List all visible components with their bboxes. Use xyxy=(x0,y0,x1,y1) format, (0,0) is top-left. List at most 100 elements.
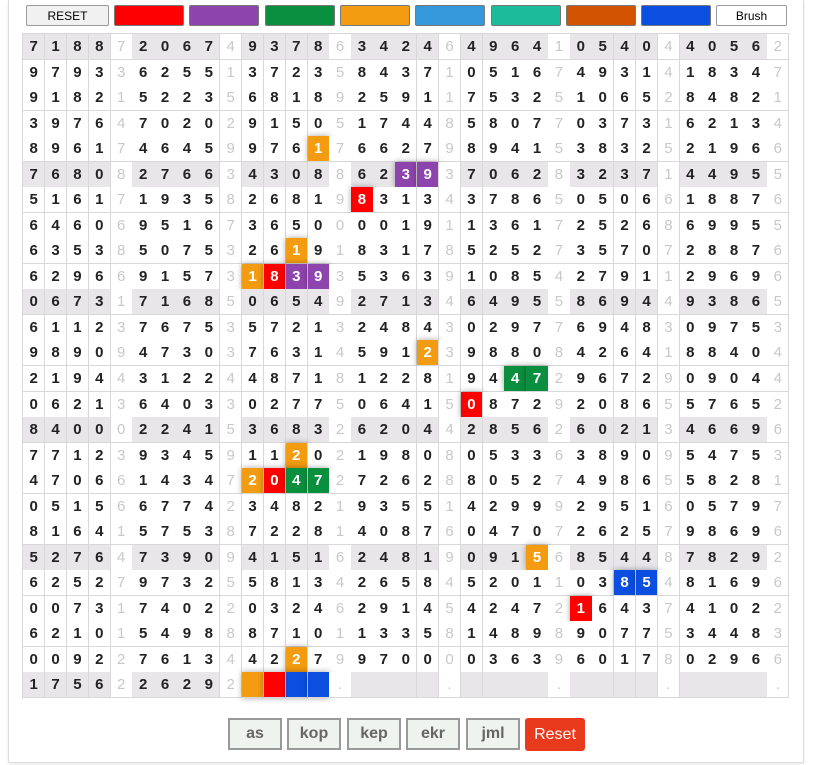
separator-cell[interactable]: 8 xyxy=(219,187,243,214)
digit-cell[interactable]: 3 xyxy=(23,110,46,137)
digit-cell[interactable]: 5 xyxy=(23,187,46,214)
digit-cell[interactable]: 6 xyxy=(263,340,287,367)
digit-cell[interactable]: 2 xyxy=(44,263,68,290)
digit-cell[interactable]: 5 xyxy=(132,238,155,265)
digit-cell[interactable]: 3 xyxy=(373,238,396,265)
separator-cell[interactable]: 1 xyxy=(438,493,462,520)
separator-cell[interactable]: 8 xyxy=(548,621,571,648)
digit-cell[interactable]: 3 xyxy=(176,570,199,597)
digit-cell[interactable]: 8 xyxy=(23,136,46,163)
digit-cell[interactable]: 4 xyxy=(745,366,768,393)
digit-cell[interactable]: 4 xyxy=(176,136,199,163)
digit-cell[interactable]: 1 xyxy=(395,212,418,239)
digit-cell[interactable]: 0 xyxy=(460,544,484,571)
digit-cell[interactable]: 6 xyxy=(263,417,287,444)
digit-cell[interactable]: 3 xyxy=(613,59,637,86)
separator-cell[interactable]: 3 xyxy=(438,161,462,188)
digit-cell[interactable]: 2 xyxy=(241,187,265,214)
digit-cell[interactable]: 7 xyxy=(132,646,155,673)
digit-cell[interactable]: 6 xyxy=(723,417,746,444)
separator-cell[interactable]: 5 xyxy=(657,136,681,163)
digit-cell[interactable]: 5 xyxy=(132,519,155,546)
digit-cell[interactable]: 1 xyxy=(460,621,484,648)
highlighted-cell[interactable]: 2 xyxy=(416,340,440,367)
digit-cell[interactable]: 3 xyxy=(482,212,505,239)
digit-cell[interactable]: 0 xyxy=(66,468,90,495)
separator-cell[interactable]: 7 xyxy=(110,136,133,163)
digit-cell[interactable]: 9 xyxy=(723,136,746,163)
digit-cell[interactable]: 9 xyxy=(460,366,484,393)
digit-cell[interactable]: 9 xyxy=(373,340,396,367)
digit-cell[interactable]: 2 xyxy=(416,468,440,495)
highlighted-cell[interactable]: 5 xyxy=(526,544,549,571)
digit-cell[interactable]: 5 xyxy=(723,34,746,61)
digit-cell[interactable]: 9 xyxy=(745,263,768,290)
digit-cell[interactable]: 7 xyxy=(241,340,265,367)
digit-cell[interactable]: 4 xyxy=(679,595,702,622)
highlighted-empty-cell[interactable] xyxy=(241,672,265,699)
digit-cell[interactable]: 2 xyxy=(263,519,287,546)
digit-cell[interactable]: 3 xyxy=(416,289,440,316)
digit-cell[interactable]: 7 xyxy=(285,366,308,393)
digit-cell[interactable]: 2 xyxy=(307,493,330,520)
separator-cell[interactable]: 9 xyxy=(219,136,243,163)
digit-cell[interactable]: 9 xyxy=(745,519,768,546)
digit-cell[interactable]: 8 xyxy=(23,417,46,444)
digit-cell[interactable]: 5 xyxy=(745,314,768,341)
digit-cell[interactable]: 5 xyxy=(395,493,418,520)
digit-cell[interactable]: 8 xyxy=(285,493,308,520)
digit-cell[interactable]: 0 xyxy=(395,646,418,673)
digit-cell[interactable]: 0 xyxy=(395,417,418,444)
digit-cell[interactable]: 0 xyxy=(460,646,484,673)
digit-cell[interactable]: 5 xyxy=(154,212,177,239)
digit-cell[interactable]: 4 xyxy=(482,366,505,393)
digit-cell[interactable]: 3 xyxy=(176,468,199,495)
digit-cell[interactable]: 1 xyxy=(635,417,659,444)
separator-cell[interactable]: 7 xyxy=(110,570,133,597)
digit-cell[interactable]: 0 xyxy=(66,417,90,444)
digit-cell[interactable]: 8 xyxy=(482,340,505,367)
empty-cell[interactable] xyxy=(460,672,484,699)
digit-cell[interactable]: 9 xyxy=(241,34,265,61)
digit-cell[interactable]: 9 xyxy=(66,59,90,86)
highlighted-cell[interactable]: 0 xyxy=(460,391,484,418)
digit-cell[interactable]: 0 xyxy=(88,340,112,367)
empty-cell[interactable] xyxy=(701,672,724,699)
separator-cell[interactable]: 3 xyxy=(110,442,133,469)
digit-cell[interactable]: 2 xyxy=(482,570,505,597)
digit-cell[interactable]: 9 xyxy=(592,59,615,86)
digit-cell[interactable]: 3 xyxy=(416,187,440,214)
digit-cell[interactable]: 3 xyxy=(635,110,659,137)
separator-cell[interactable]: 5 xyxy=(767,212,790,239)
digit-cell[interactable]: 8 xyxy=(263,85,287,112)
digit-cell[interactable]: 2 xyxy=(613,519,637,546)
digit-cell[interactable]: 7 xyxy=(154,161,177,188)
digit-cell[interactable]: 5 xyxy=(482,442,505,469)
digit-cell[interactable]: 6 xyxy=(132,391,155,418)
digit-cell[interactable]: 8 xyxy=(701,468,724,495)
digit-cell[interactable]: 3 xyxy=(88,595,112,622)
highlighted-cell[interactable]: 1 xyxy=(285,238,308,265)
separator-cell[interactable]: 1 xyxy=(657,110,681,137)
digit-cell[interactable]: 8 xyxy=(570,289,593,316)
digit-cell[interactable]: 3 xyxy=(241,59,265,86)
digit-cell[interactable]: 0 xyxy=(241,289,265,316)
digit-cell[interactable]: 8 xyxy=(701,519,724,546)
separator-cell[interactable]: 3 xyxy=(767,442,790,469)
digit-cell[interactable]: 0 xyxy=(526,340,549,367)
digit-cell[interactable]: 1 xyxy=(44,519,68,546)
digit-cell[interactable]: 2 xyxy=(592,161,615,188)
separator-cell[interactable]: 6 xyxy=(767,646,790,673)
reset-button[interactable]: RESET xyxy=(26,5,109,26)
digit-cell[interactable]: 9 xyxy=(176,621,199,648)
digit-cell[interactable]: 3 xyxy=(723,59,746,86)
highlighted-cell[interactable]: 3 xyxy=(285,263,308,290)
digit-cell[interactable]: 9 xyxy=(723,212,746,239)
digit-cell[interactable]: 1 xyxy=(460,263,484,290)
digit-cell[interactable]: 1 xyxy=(44,366,68,393)
digit-cell[interactable]: 7 xyxy=(44,442,68,469)
highlighted-empty-cell[interactable] xyxy=(263,672,287,699)
digit-cell[interactable]: 6 xyxy=(526,417,549,444)
digit-cell[interactable]: 5 xyxy=(592,187,615,214)
digit-cell[interactable]: 4 xyxy=(395,110,418,137)
